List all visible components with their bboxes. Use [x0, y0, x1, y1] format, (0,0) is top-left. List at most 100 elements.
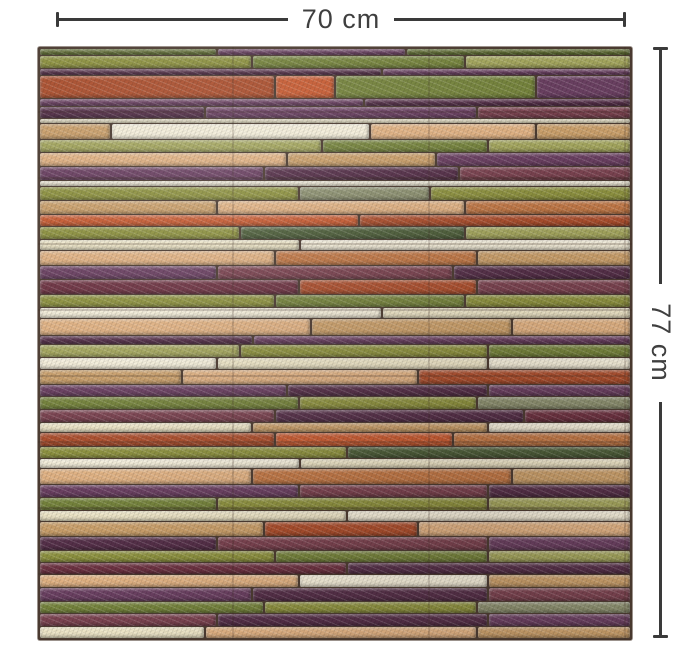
- stone-strip: [40, 118, 630, 124]
- stone-row: [40, 422, 630, 433]
- stone-strip: [489, 574, 630, 587]
- stone-strip: [40, 200, 216, 215]
- stone-strip: [217, 200, 465, 215]
- stone-strip: [264, 601, 476, 613]
- stone-strip: [465, 56, 631, 69]
- stone-strip: [465, 226, 631, 240]
- stone-row: [40, 280, 631, 295]
- stone-strip: [419, 521, 630, 536]
- stone-strip: [489, 484, 630, 497]
- stone-row: [40, 200, 631, 215]
- stone-row: [40, 265, 630, 280]
- stone-row: [40, 140, 630, 153]
- stone-strip: [347, 562, 631, 574]
- stone-row: [40, 626, 631, 639]
- stone-strip: [454, 432, 630, 446]
- stone-strip: [40, 497, 216, 510]
- stone-strip: [40, 422, 251, 433]
- dimension-line-bottom: [658, 401, 662, 635]
- stone-strip: [371, 124, 535, 140]
- stone-strip: [430, 186, 631, 200]
- stone-row: [40, 118, 630, 124]
- stone-row: [40, 613, 630, 626]
- stone-strip: [40, 344, 240, 357]
- stone-strip: [465, 200, 631, 215]
- stone-strip: [477, 106, 631, 118]
- stone-strip: [489, 550, 630, 562]
- stone-strip: [489, 357, 630, 369]
- stone-row: [40, 308, 630, 319]
- stone-strip: [40, 587, 251, 601]
- stone-row: [40, 240, 631, 250]
- stone-strip: [40, 626, 205, 639]
- stone-strip: [40, 56, 251, 69]
- stone-row: [40, 186, 631, 200]
- stone-row: [40, 469, 631, 484]
- stone-strip: [40, 410, 275, 422]
- dimension-tick-bottom-icon: [652, 635, 668, 638]
- height-dimension-label-box: 77 cm: [643, 284, 677, 402]
- stone-strip: [419, 369, 630, 385]
- stone-strip: [489, 344, 630, 357]
- stone-strip: [112, 124, 370, 140]
- stone-strip: [489, 613, 630, 626]
- stone-strip: [347, 446, 631, 458]
- stone-row: [40, 587, 630, 601]
- dimension-tick-left-icon: [56, 11, 59, 27]
- stone-row: [40, 167, 630, 180]
- stone-strip: [347, 510, 631, 522]
- stone-strip: [217, 49, 406, 56]
- stone-strip: [40, 432, 275, 446]
- stone-strip: [477, 280, 631, 295]
- dimension-line-left: [59, 17, 288, 21]
- stone-row: [40, 385, 630, 397]
- stone-strip: [436, 153, 631, 167]
- stone-strip: [465, 295, 631, 308]
- stone-row: [40, 215, 631, 226]
- stone-row: [40, 153, 631, 167]
- stone-strip: [477, 250, 631, 265]
- stone-strip: [40, 369, 181, 385]
- stone-strip: [40, 319, 310, 336]
- stone-strip: [383, 69, 630, 76]
- stone-row: [40, 432, 630, 446]
- stone-strip: [299, 186, 429, 200]
- stone-strip: [40, 153, 287, 167]
- panel-rows: [38, 47, 632, 640]
- stone-strip: [182, 369, 418, 385]
- stone-strip: [40, 613, 216, 626]
- stone-strip: [40, 336, 252, 344]
- stone-row: [40, 446, 631, 458]
- stone-strip: [206, 106, 476, 118]
- dimension-line-top: [658, 50, 662, 284]
- stone-strip: [40, 521, 263, 536]
- stone-strip: [40, 69, 382, 76]
- stone-strip: [40, 240, 299, 250]
- wall-panel-image: [38, 47, 632, 640]
- stone-row: [40, 458, 631, 469]
- stone-strip: [489, 422, 630, 433]
- stone-strip: [536, 124, 631, 140]
- stone-strip: [477, 397, 631, 410]
- stone-strip: [489, 587, 630, 601]
- stone-strip: [300, 458, 631, 469]
- stone-row: [40, 180, 630, 186]
- stone-strip: [40, 397, 298, 410]
- stone-strip: [40, 562, 346, 574]
- stone-row: [40, 250, 631, 265]
- stone-strip: [299, 484, 488, 497]
- stone-row: [40, 336, 631, 344]
- stone-row: [40, 124, 631, 140]
- stone-strip: [40, 106, 205, 118]
- stone-strip: [288, 153, 435, 167]
- stone-strip: [276, 410, 523, 422]
- stone-strip: [40, 574, 298, 587]
- stone-strip: [40, 550, 275, 562]
- stone-strip: [206, 626, 476, 639]
- stone-row: [40, 369, 630, 385]
- stone-strip: [489, 140, 630, 153]
- stone-strip: [460, 167, 630, 180]
- stone-row: [40, 410, 631, 422]
- stone-strip: [253, 336, 631, 344]
- stone-strip: [40, 99, 364, 107]
